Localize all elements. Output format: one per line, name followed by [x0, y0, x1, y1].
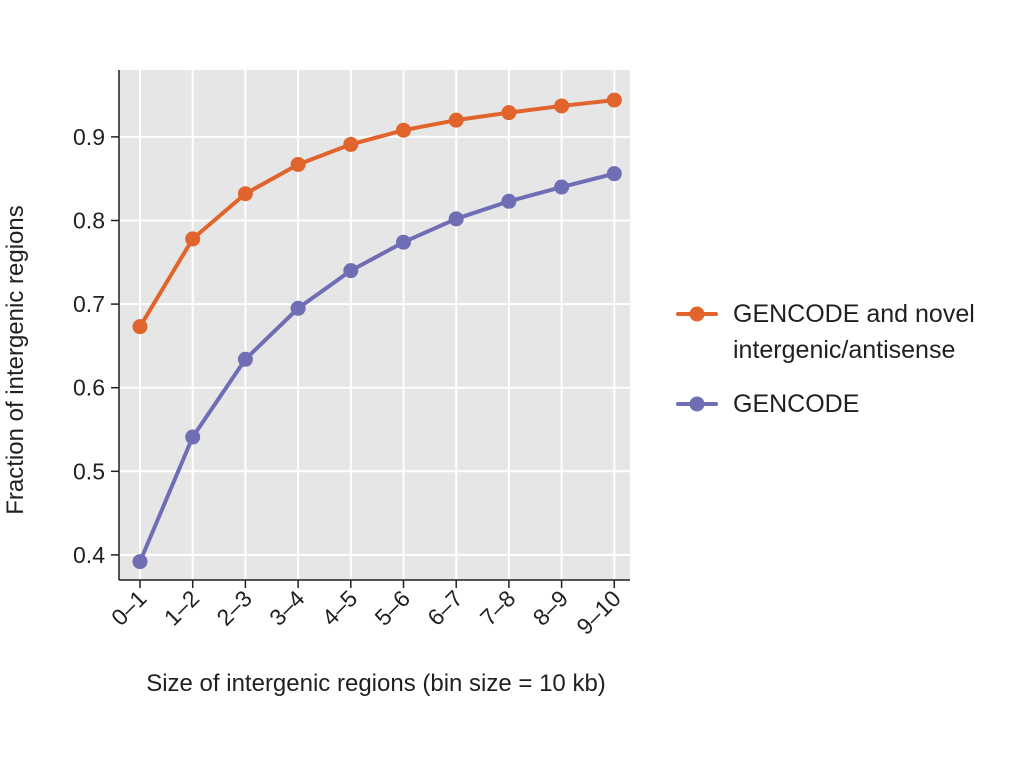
legend: GENCODE and novelintergenic/antisenseGEN… — [676, 300, 975, 418]
x-tick-label: 0–1 — [106, 585, 152, 631]
data-point — [501, 193, 517, 209]
x-tick-label: 4–5 — [317, 585, 363, 631]
data-point — [290, 156, 306, 172]
data-point — [237, 351, 253, 367]
data-point — [290, 300, 306, 316]
x-tick-label: 7–8 — [475, 585, 521, 631]
data-point — [396, 234, 411, 250]
x-tick-label: 9–10 — [571, 585, 626, 640]
x-tick-label: 1–2 — [159, 585, 205, 631]
legend-swatch-marker — [689, 396, 705, 412]
axes — [118, 70, 630, 581]
legend-item: GENCODE — [676, 390, 859, 418]
x-tick-label: 8–9 — [528, 585, 574, 631]
data-point — [237, 186, 253, 202]
y-axis-label: Fraction of intergenic regions — [2, 205, 29, 515]
x-tick-label: 2–3 — [211, 585, 257, 631]
data-point — [343, 263, 359, 279]
data-point — [185, 429, 201, 445]
plot-background — [119, 70, 630, 580]
data-point — [554, 179, 570, 195]
y-tick-label: 0.8 — [73, 207, 105, 233]
series-2 — [132, 166, 622, 570]
data-point — [132, 319, 148, 335]
y-tick-label: 0.5 — [73, 458, 105, 484]
data-point — [554, 98, 570, 114]
x-tick-labels: 0–1 1–2 2–3 3–4 4–5 5–6 6–7 7–8 8–99–10 — [106, 580, 626, 640]
data-point — [448, 211, 464, 227]
y-tick-label: 0.7 — [73, 291, 105, 317]
y-tick-labels: 0.4 0.5 0.6 0.7 0.8 0.9 — [73, 124, 119, 568]
legend-swatch-marker — [689, 306, 705, 322]
data-point — [606, 92, 622, 108]
legend-label: intergenic/antisense — [733, 336, 955, 364]
x-tick-label: 5–6 — [370, 585, 416, 631]
y-tick-label: 0.4 — [73, 542, 105, 568]
series-1 — [132, 92, 622, 335]
x-tick-label: 6–7 — [422, 585, 468, 631]
legend-label: GENCODE — [733, 390, 859, 418]
y-tick-label: 0.6 — [73, 375, 105, 401]
y-tick-label: 0.9 — [73, 124, 105, 150]
data-point — [343, 136, 359, 152]
legend-label: GENCODE and novel — [733, 300, 975, 328]
legend-item: GENCODE and novel intergenic/antisense — [676, 300, 975, 364]
data-point — [606, 166, 622, 182]
series-line — [138, 98, 617, 329]
data-point — [132, 554, 148, 570]
data-point — [501, 105, 517, 121]
data-point — [396, 122, 411, 138]
series-line — [138, 171, 617, 564]
series-group — [132, 92, 622, 570]
data-point — [185, 231, 201, 247]
x-tick-label: 3–4 — [264, 585, 310, 631]
x-axis-label: Size of intergenic regions (bin size = 1… — [146, 670, 606, 697]
data-point — [448, 112, 464, 128]
